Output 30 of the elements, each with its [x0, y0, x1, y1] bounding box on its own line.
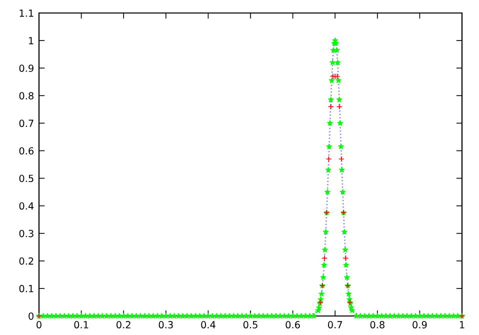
x-tick-label: 0.2 [116, 321, 130, 328]
x-tick-label: 1 [460, 321, 464, 328]
y-tick-label: 0.4 [19, 202, 34, 210]
x-tick-label: 0.9 [412, 321, 427, 328]
x-tick-label: 0.1 [74, 321, 88, 328]
point [328, 104, 334, 110]
point [332, 73, 338, 80]
x-tick-label: 0.5 [243, 321, 258, 328]
x-tick-label: 0.6 [286, 321, 300, 328]
y-tick-label: 0 [28, 312, 34, 320]
y-tick-label: 0.9 [19, 64, 34, 72]
y-tick-label: 0.8 [19, 92, 34, 100]
x-tick-label: 0.3 [158, 321, 173, 328]
y-tick-label: 0.1 [19, 284, 34, 292]
y-tick-label: 0.2 [19, 257, 34, 265]
point [338, 156, 344, 162]
y-tick-label: 0.5 [19, 174, 34, 182]
y-tick-label: 1.1 [20, 10, 34, 17]
point [326, 156, 332, 162]
x-tick-label: 0.4 [201, 321, 216, 328]
x-tick-label: 0 [36, 321, 42, 328]
y-tick-label: 0.6 [19, 147, 34, 155]
point [322, 255, 328, 262]
point [342, 255, 349, 262]
x-tick-label: 0.8 [370, 321, 384, 328]
y-tick-label: 0.7 [19, 120, 34, 128]
y-tick-label: 1 [29, 37, 34, 44]
y-tick-label: 0.3 [19, 230, 34, 238]
x-tick-label: 0.7 [328, 321, 342, 328]
point [336, 104, 342, 110]
